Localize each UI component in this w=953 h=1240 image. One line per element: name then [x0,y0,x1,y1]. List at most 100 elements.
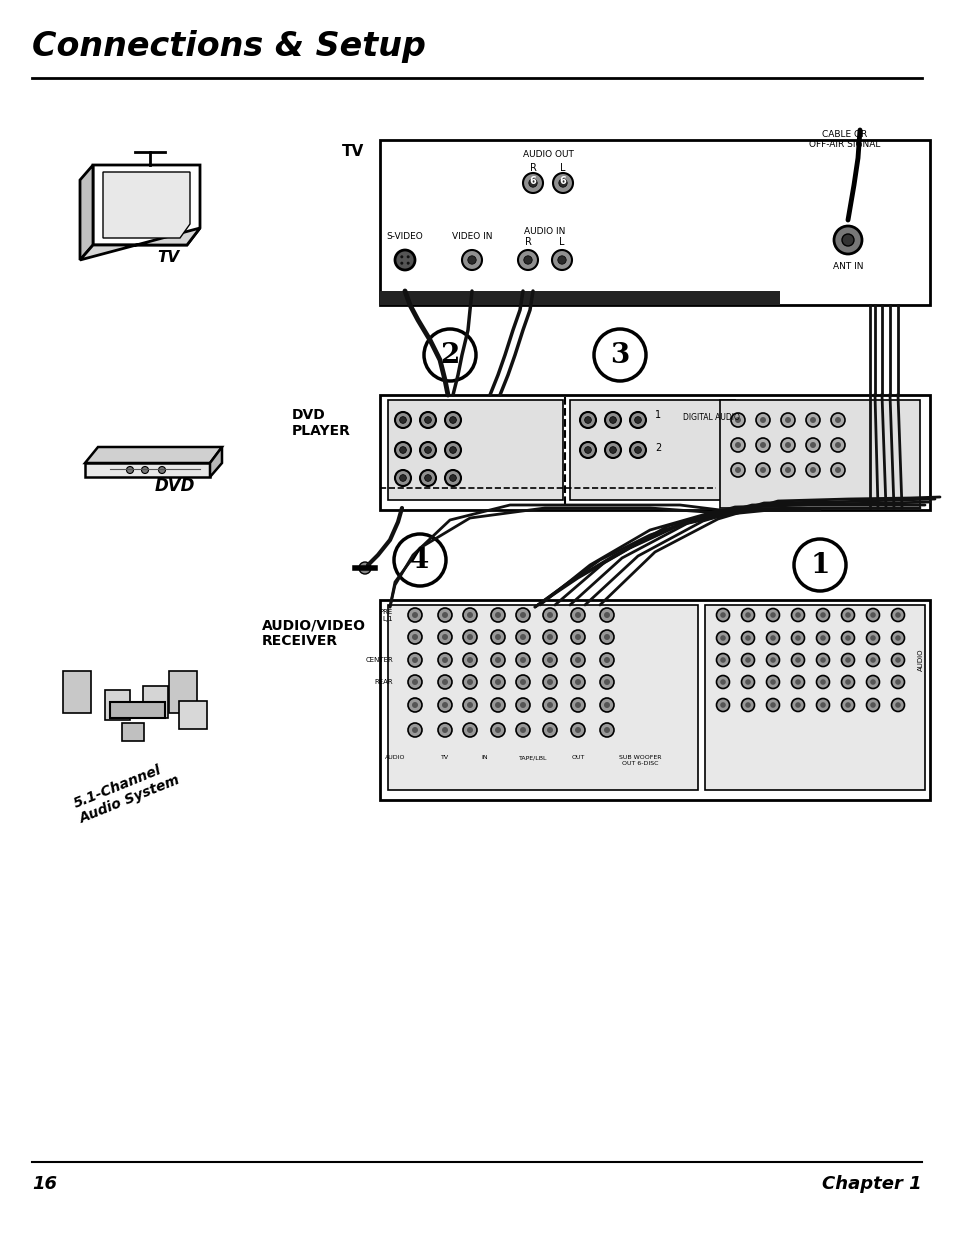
Text: 2: 2 [655,443,660,453]
Text: 4: 4 [410,547,429,574]
Bar [379,396,929,510]
Text: 2: 2 [440,341,459,368]
Circle shape [542,608,557,622]
Text: R: R [524,237,531,247]
Circle shape [890,676,903,688]
Circle shape [890,609,903,621]
Circle shape [491,698,504,712]
Circle shape [805,413,820,427]
Circle shape [467,613,473,618]
Circle shape [834,417,841,423]
Text: AUDIO: AUDIO [917,649,923,671]
Circle shape [755,413,769,427]
Circle shape [399,475,406,481]
Circle shape [579,412,596,428]
Circle shape [629,441,645,458]
Circle shape [467,702,473,708]
Circle shape [730,413,744,427]
Circle shape [522,174,542,193]
Circle shape [599,653,614,667]
Bar [110,702,165,718]
Text: DVD: DVD [154,477,195,495]
Circle shape [765,609,779,621]
Text: AUDIO/VIDEO
RECEIVER: AUDIO/VIDEO RECEIVER [262,618,366,649]
Circle shape [571,723,584,737]
Circle shape [769,657,775,663]
Circle shape [809,417,815,423]
Circle shape [408,698,421,712]
Circle shape [894,657,900,663]
Circle shape [816,653,828,667]
Circle shape [491,608,504,622]
Circle shape [516,723,530,737]
Text: 3: 3 [610,341,629,368]
Circle shape [519,634,525,640]
Text: DVD
PLAYER: DVD PLAYER [292,408,351,438]
Circle shape [740,631,754,645]
Circle shape [820,657,825,663]
Circle shape [542,653,557,667]
Circle shape [769,635,775,641]
Circle shape [629,412,645,428]
Circle shape [406,262,409,264]
Circle shape [437,723,452,737]
Circle shape [603,702,609,708]
Circle shape [894,613,900,618]
Circle shape [546,634,553,640]
Text: CENTER: CENTER [365,657,393,663]
Circle shape [744,613,750,618]
Circle shape [519,680,525,684]
Circle shape [571,698,584,712]
Circle shape [744,657,750,663]
Circle shape [467,680,473,684]
Circle shape [869,613,875,618]
Circle shape [516,630,530,644]
Circle shape [734,467,740,472]
Circle shape [516,698,530,712]
Circle shape [467,727,473,733]
Circle shape [519,727,525,733]
Circle shape [546,702,553,708]
Polygon shape [80,165,92,260]
Circle shape [609,446,616,454]
Circle shape [809,467,815,472]
Circle shape [408,723,421,737]
Circle shape [423,329,476,381]
Circle shape [844,635,850,641]
Text: 16: 16 [32,1176,57,1193]
Text: R: R [529,162,536,174]
Circle shape [730,463,744,477]
Circle shape [865,676,879,688]
Polygon shape [210,446,222,477]
Circle shape [552,250,572,270]
Circle shape [437,675,452,689]
Circle shape [841,698,854,712]
Circle shape [408,653,421,667]
Circle shape [406,255,409,258]
Circle shape [516,653,530,667]
Circle shape [816,631,828,645]
Circle shape [816,698,828,712]
Circle shape [809,441,815,448]
Circle shape [408,630,421,644]
Circle shape [890,631,903,645]
Circle shape [830,413,844,427]
Circle shape [894,635,900,641]
Circle shape [467,657,473,663]
Circle shape [571,630,584,644]
Bar [179,701,207,729]
Circle shape [546,613,553,618]
Circle shape [834,441,841,448]
Circle shape [441,657,448,663]
Circle shape [599,698,614,712]
Circle shape [528,179,537,187]
Circle shape [716,609,729,621]
Circle shape [519,613,525,618]
Circle shape [358,562,371,574]
Circle shape [419,412,436,428]
Circle shape [400,262,403,264]
Circle shape [412,613,417,618]
Text: AUDIO: AUDIO [384,755,405,760]
Circle shape [546,657,553,663]
Circle shape [575,702,580,708]
